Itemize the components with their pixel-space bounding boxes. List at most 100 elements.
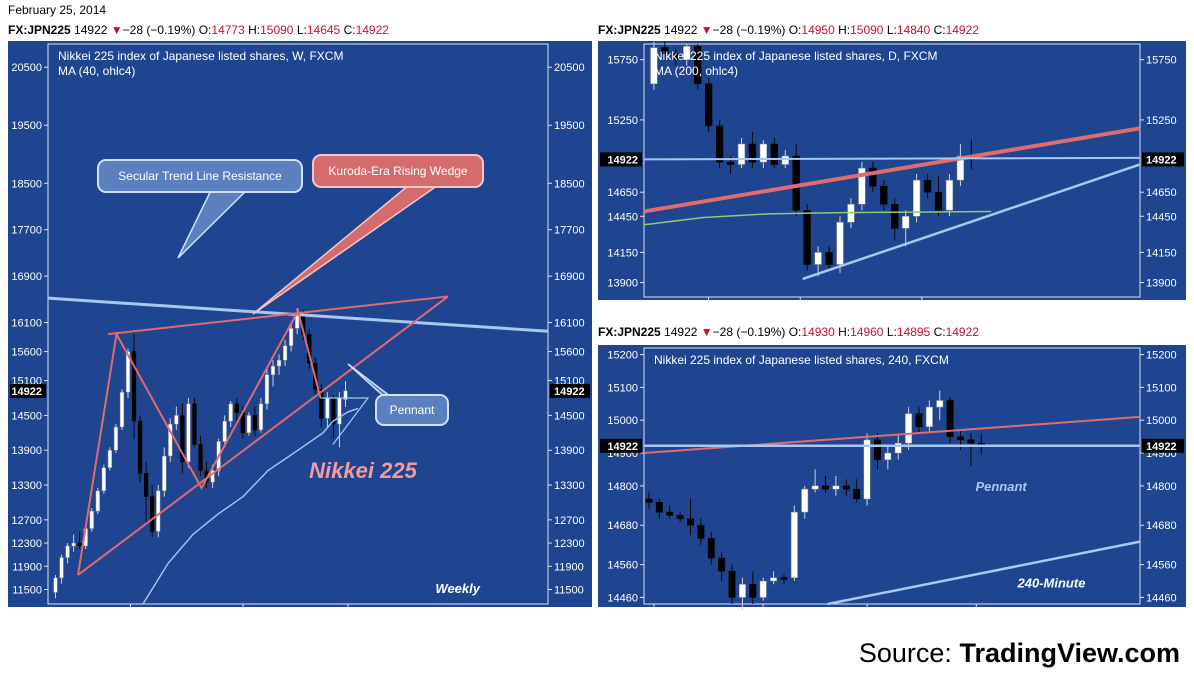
candle[interactable]: [222, 420, 227, 442]
candle[interactable]: [672, 53, 680, 60]
candle[interactable]: [894, 442, 902, 454]
candle[interactable]: [53, 577, 58, 593]
candle[interactable]: [192, 403, 197, 445]
candle[interactable]: [915, 413, 923, 428]
candle[interactable]: [697, 524, 705, 539]
candle[interactable]: [825, 252, 833, 265]
candle[interactable]: [967, 439, 975, 444]
candle[interactable]: [276, 360, 282, 367]
candle[interactable]: [956, 155, 965, 181]
candle[interactable]: [811, 485, 819, 490]
candle[interactable]: [790, 511, 798, 578]
m240-chart[interactable]: FX:JPN225 14922 ▼−28 (−0.19%) O:14930 H:…: [598, 324, 1186, 624]
candle[interactable]: [770, 143, 778, 165]
candle[interactable]: [814, 252, 822, 265]
candle[interactable]: [946, 400, 954, 437]
candle[interactable]: [95, 490, 100, 512]
candle[interactable]: [186, 403, 191, 463]
candle[interactable]: [252, 415, 257, 431]
candle[interactable]: [707, 538, 715, 559]
candle[interactable]: [822, 485, 829, 490]
candle[interactable]: [101, 467, 106, 492]
candle[interactable]: [749, 584, 757, 598]
candle[interactable]: [337, 397, 342, 425]
candle[interactable]: [683, 46, 691, 60]
candle[interactable]: [853, 488, 861, 500]
candle[interactable]: [180, 415, 185, 463]
candle[interactable]: [661, 47, 669, 54]
candle[interactable]: [676, 515, 684, 519]
candle[interactable]: [945, 179, 954, 211]
candle[interactable]: [107, 449, 112, 468]
candle[interactable]: [125, 351, 131, 393]
candle[interactable]: [325, 397, 330, 419]
candle[interactable]: [873, 439, 881, 460]
candle[interactable]: [737, 143, 746, 165]
candle[interactable]: [150, 496, 155, 532]
candle[interactable]: [728, 570, 736, 598]
candle[interactable]: [650, 47, 658, 85]
candle[interactable]: [289, 328, 294, 347]
candle[interactable]: [858, 167, 866, 205]
candle[interactable]: [836, 222, 844, 265]
candle[interactable]: [264, 374, 270, 405]
candle[interactable]: [884, 452, 892, 460]
candle[interactable]: [119, 391, 125, 428]
candle[interactable]: [738, 584, 746, 598]
candle[interactable]: [718, 557, 726, 572]
candle[interactable]: [228, 403, 233, 422]
candle[interactable]: [246, 415, 251, 434]
candle[interactable]: [842, 485, 850, 490]
candle[interactable]: [902, 216, 910, 229]
candle[interactable]: [936, 400, 944, 408]
candle[interactable]: [792, 155, 800, 211]
candle[interactable]: [880, 185, 888, 205]
candle[interactable]: [666, 511, 674, 516]
candle[interactable]: [89, 510, 94, 529]
candle[interactable]: [198, 444, 203, 471]
candle[interactable]: [748, 143, 757, 163]
candle[interactable]: [803, 210, 811, 265]
candle[interactable]: [131, 351, 137, 422]
candle[interactable]: [645, 498, 653, 503]
candle[interactable]: [319, 389, 324, 419]
candle[interactable]: [210, 470, 215, 483]
candle[interactable]: [832, 485, 840, 490]
candle[interactable]: [912, 179, 921, 217]
candle[interactable]: [65, 545, 70, 558]
candle[interactable]: [694, 46, 702, 85]
candle[interactable]: [869, 167, 877, 187]
candle[interactable]: [687, 518, 694, 526]
candle[interactable]: [705, 83, 713, 127]
candle[interactable]: [781, 155, 789, 165]
candle[interactable]: [71, 542, 76, 547]
candle[interactable]: [780, 577, 788, 580]
candle[interactable]: [891, 203, 899, 229]
candle[interactable]: [934, 191, 943, 211]
candle[interactable]: [726, 161, 735, 165]
candle[interactable]: [168, 423, 173, 457]
candle[interactable]: [343, 390, 348, 400]
candle[interactable]: [144, 473, 149, 497]
candle[interactable]: [162, 455, 167, 492]
candle[interactable]: [234, 403, 239, 413]
candle[interactable]: [925, 406, 933, 428]
candle[interactable]: [59, 557, 64, 579]
candle[interactable]: [759, 143, 768, 163]
candle[interactable]: [715, 125, 724, 163]
candle[interactable]: [77, 542, 82, 547]
daily-chart[interactable]: FX:JPN225 14922 ▼−28 (−0.19%) O:14950 H:…: [598, 22, 1186, 318]
weekly-chart[interactable]: FX:JPN225 14922 ▼−28 (−0.19%) O:14773 H:…: [8, 22, 592, 624]
candle[interactable]: [270, 365, 276, 376]
candle[interactable]: [258, 403, 264, 431]
candle[interactable]: [174, 415, 179, 425]
candle[interactable]: [863, 439, 871, 500]
candle[interactable]: [770, 577, 778, 582]
candle[interactable]: [905, 413, 913, 444]
candle[interactable]: [137, 420, 143, 474]
candle[interactable]: [801, 488, 809, 513]
candle[interactable]: [759, 580, 767, 598]
candle[interactable]: [957, 436, 964, 441]
candle[interactable]: [282, 345, 288, 361]
candle[interactable]: [923, 179, 932, 193]
